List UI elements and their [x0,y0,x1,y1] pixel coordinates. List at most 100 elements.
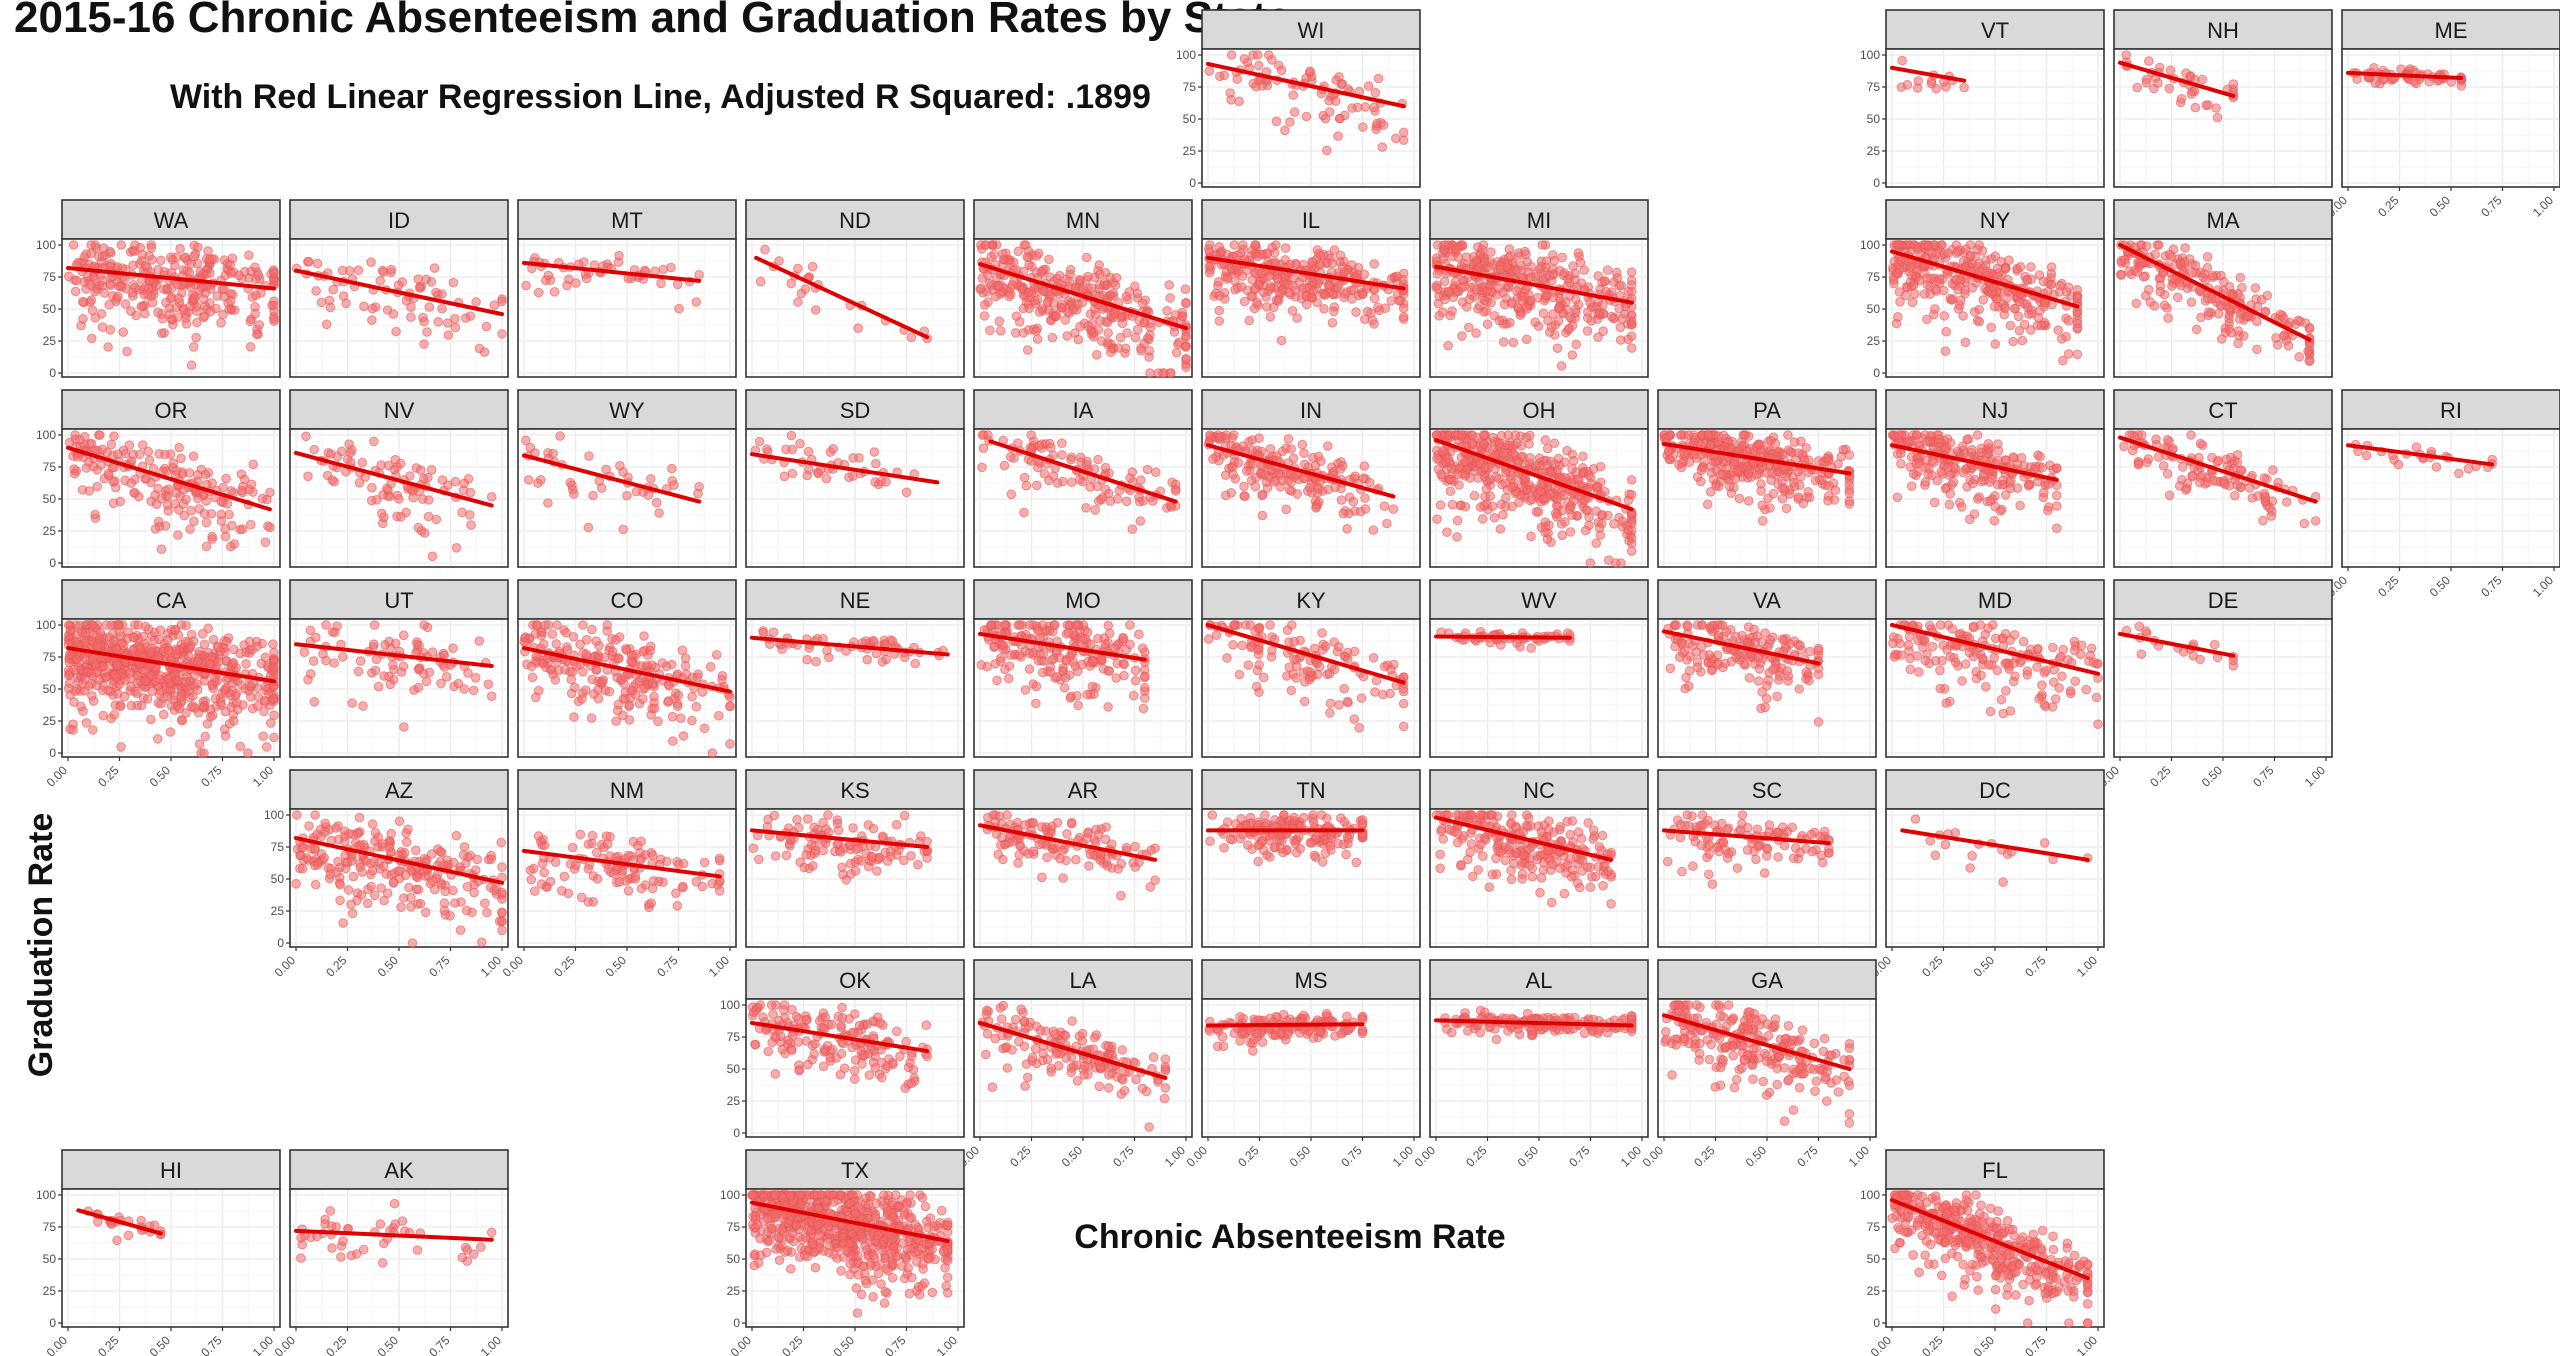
data-point [1272,273,1283,284]
data-point [201,541,212,552]
data-point [654,508,664,518]
data-point [1591,538,1602,549]
data-point [2211,103,2221,113]
data-point [1960,285,1970,295]
data-point [433,317,444,327]
data-point [622,490,632,501]
data-point [1452,532,1462,542]
data-point [1297,439,1308,450]
data-point [258,731,269,742]
data-point [2036,320,2047,331]
data-point [1311,503,1321,513]
data-point [262,494,272,505]
facet-label: WI [1298,18,1325,43]
data-point [1770,438,1781,449]
data-point [1583,307,1593,317]
data-point [1023,287,1034,298]
data-point [1314,484,1324,494]
data-point [1540,435,1550,445]
data-point [2141,77,2152,88]
data-point [1301,111,1312,122]
data-point [1166,368,1176,378]
data-point [413,522,424,533]
data-point [443,330,454,340]
data-point [1369,102,1379,113]
data-point [1993,446,2004,456]
data-point [1570,304,1581,315]
data-point [786,430,797,441]
data-point [1280,243,1291,253]
data-point [1265,281,1276,292]
data-point [431,514,442,525]
y-tick-label: 75 [1183,80,1197,94]
data-point [646,474,656,484]
data-point [1469,490,1480,501]
data-point [2207,270,2218,281]
data-point [316,297,327,308]
data-point [1144,346,1155,356]
data-point [424,302,435,312]
data-point [2158,461,2169,471]
data-point [1896,459,1906,469]
data-point [1573,248,1584,258]
data-point [1239,54,1250,64]
data-point [198,294,209,305]
data-point [1323,441,1333,451]
data-point [853,323,864,334]
data-point [1382,518,1392,529]
data-point [2198,272,2208,283]
data-point [1718,469,1728,480]
data-point [2233,338,2243,349]
data-point [1500,478,1510,488]
data-point [1222,274,1232,284]
data-point [2195,477,2205,488]
data-point [1025,443,1035,453]
data-point [85,280,96,290]
data-point [2239,331,2249,341]
facet-label: MN [1066,208,1100,233]
data-point [245,342,256,352]
data-point [1990,251,2001,262]
data-point [94,251,104,262]
data-point [1626,546,1637,556]
data-point [1892,240,1903,250]
data-point [1214,242,1224,252]
data-point [995,289,1006,300]
data-point [1215,432,1225,442]
data-point [1276,335,1287,346]
data-point [2262,290,2273,301]
data-point [1501,493,1511,503]
data-point [1362,306,1373,317]
data-point [481,321,492,332]
data-point [1066,454,1076,465]
data-point [1085,482,1095,492]
data-point [555,431,565,441]
data-point [1540,493,1550,504]
facet-label: WY [609,398,645,423]
data-point [1443,340,1453,351]
data-point [821,473,832,484]
data-point [993,281,1004,291]
data-point [253,270,264,281]
data-point [1464,322,1474,333]
data-point [2124,266,2134,277]
data-point [156,544,167,555]
data-point [1093,454,1103,465]
data-point [1793,466,1803,477]
data-point [1377,142,1388,152]
data-point [694,270,704,280]
data-point [1844,499,1855,509]
data-point [1096,494,1106,505]
data-point [1989,515,2000,526]
data-point [1386,274,1397,284]
data-point [1580,525,1591,536]
data-point [244,250,254,260]
data-point [1052,478,1063,488]
data-point [1369,259,1379,269]
data-point [70,286,81,297]
data-point [795,438,805,449]
data-point [236,485,247,496]
data-point [1056,299,1067,309]
data-point [367,315,377,325]
data-point [1565,312,1575,322]
